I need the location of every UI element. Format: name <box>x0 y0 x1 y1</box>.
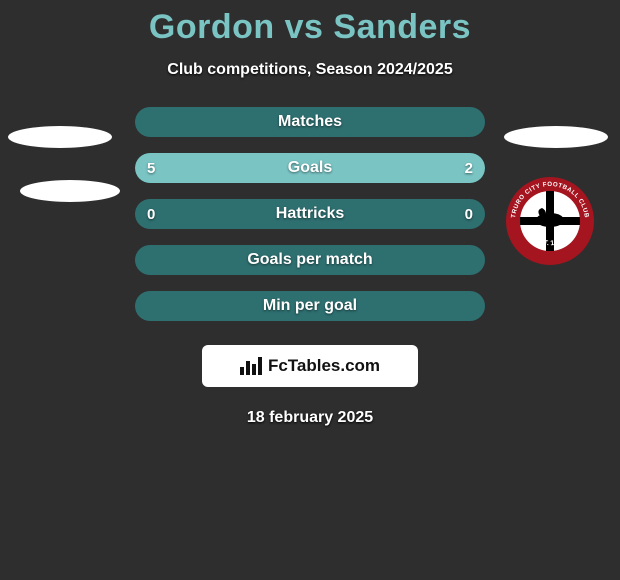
bar-label: Matches <box>278 113 342 131</box>
subtitle: Club competitions, Season 2024/2025 <box>0 61 620 79</box>
bar-value-left: 5 <box>147 160 155 177</box>
bar-label: Min per goal <box>263 297 357 315</box>
crest-icon: TRURO CITY FOOTBALL CLUB EST. 1889 <box>500 176 600 266</box>
left-oval-1 <box>8 126 112 148</box>
bars-icon <box>240 357 262 375</box>
fctables-text: FcTables.com <box>268 356 380 376</box>
bar-label: Goals per match <box>247 251 372 269</box>
bar-label: Goals <box>288 159 332 177</box>
stat-bar: Min per goal <box>135 291 485 321</box>
page-title: Gordon vs Sanders <box>0 0 620 47</box>
date-label: 18 february 2025 <box>0 409 620 427</box>
club-crest: TRURO CITY FOOTBALL CLUB EST. 1889 <box>500 176 600 266</box>
bar-value-right: 0 <box>465 206 473 223</box>
left-oval-2 <box>20 180 120 202</box>
bar-value-right: 2 <box>465 160 473 177</box>
bar-value-left: 0 <box>147 206 155 223</box>
fctables-badge: FcTables.com <box>202 345 418 387</box>
stat-bar: 5 Goals 2 <box>135 153 485 183</box>
stat-bar: 0 Hattricks 0 <box>135 199 485 229</box>
right-oval <box>504 126 608 148</box>
bar-label: Hattricks <box>276 205 344 223</box>
stat-bar: Matches <box>135 107 485 137</box>
stat-bar: Goals per match <box>135 245 485 275</box>
